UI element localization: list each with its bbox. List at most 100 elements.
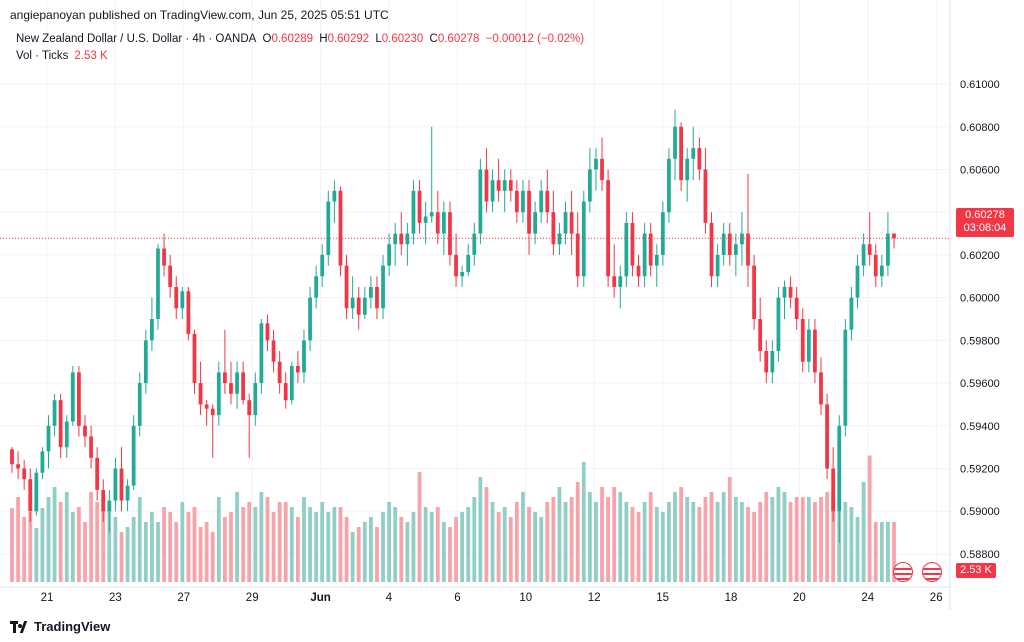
time-tick-label: 18: [725, 592, 738, 604]
candle-body: [356, 297, 361, 315]
volume-bar: [648, 492, 653, 582]
candle-body: [886, 233, 890, 266]
volume-bar: [685, 497, 690, 582]
candle-body: [527, 190, 531, 234]
volume-label[interactable]: Vol · Ticks: [16, 50, 69, 62]
candle-body: [539, 190, 544, 213]
candle-body: [441, 212, 446, 234]
volume-bar: [782, 492, 787, 582]
volume-bar: [819, 497, 823, 582]
volume-bar: [533, 512, 538, 582]
price-tick-label: 0.59600: [960, 378, 1000, 390]
time-tick-label: 4: [386, 592, 393, 604]
change-value: −0.00012 (−0.02%): [485, 33, 585, 45]
volume-bar: [362, 522, 367, 582]
volume-bar: [101, 497, 106, 582]
volume-bar: [137, 497, 142, 582]
volume-bar: [587, 492, 592, 582]
volume-bar: [247, 502, 252, 582]
candle-body: [320, 254, 325, 277]
candle-body: [521, 190, 525, 213]
candle-body: [95, 457, 100, 490]
candle-body: [800, 319, 805, 362]
volume-bar: [594, 502, 598, 582]
candle-body: [806, 329, 811, 362]
candle-body: [460, 272, 465, 277]
volume-bar: [423, 507, 428, 582]
footer-brand[interactable]: TradingView: [10, 619, 110, 634]
us-flag-event-icon[interactable]: [922, 562, 942, 582]
volume-bar: [241, 507, 246, 582]
volume-bar: [861, 482, 866, 582]
candle-body: [326, 201, 331, 255]
candle-body: [435, 212, 440, 234]
candle-body: [64, 421, 69, 448]
candle-body: [533, 212, 538, 234]
us-flag-event-icon[interactable]: [893, 562, 913, 582]
candle-body: [186, 291, 191, 334]
price-tick-label: 0.59800: [960, 335, 1000, 347]
candle-body: [618, 276, 623, 287]
time-axis[interactable]: 21 23 27 29 Jun 4 6 10 12 15 18 20 24 26: [41, 592, 943, 604]
volume-bar: [679, 487, 683, 582]
volume-bar: [308, 507, 312, 582]
candle-body: [375, 286, 379, 309]
volume-bar: [393, 507, 398, 582]
candle-body: [381, 265, 385, 309]
volume-bar: [794, 497, 799, 582]
volume-bar: [660, 512, 665, 582]
symbol-title[interactable]: New Zealand Dollar / U.S. Dollar · 4h · …: [16, 33, 257, 45]
price-tick-label: 0.60800: [960, 122, 1000, 134]
last-price-value: 0.60278: [965, 209, 1005, 221]
volume-bar: [326, 512, 331, 582]
volume-bar: [825, 492, 829, 582]
candle-body: [733, 244, 738, 255]
candle-body: [58, 400, 63, 448]
candle-body: [192, 333, 197, 384]
volume-bar: [454, 517, 458, 582]
candle-body: [575, 233, 580, 277]
candle-body: [612, 276, 617, 287]
candle-body: [581, 201, 586, 277]
volume-bar: [539, 517, 544, 582]
volume-bar: [180, 502, 185, 582]
candle-body: [624, 222, 629, 277]
candle-body: [143, 340, 148, 384]
volume-bar: [441, 522, 446, 582]
candle-body: [606, 180, 610, 277]
candle-body: [594, 158, 598, 170]
volume-bar: [721, 492, 726, 582]
candle-body: [770, 351, 775, 373]
candle-body: [454, 254, 458, 277]
volume-bar: [119, 532, 124, 582]
candle-body: [849, 297, 854, 330]
volume-bar: [125, 527, 130, 582]
price-axis[interactable]: 0.610000.608000.606000.604000.602000.600…: [960, 79, 1000, 561]
candle-body: [229, 383, 233, 394]
candle-body: [52, 400, 57, 426]
volume-bar: [600, 487, 604, 582]
candle-body: [843, 329, 848, 426]
candle-body: [283, 383, 288, 401]
volume-bar: [806, 497, 811, 582]
volume-bar: [758, 502, 763, 582]
volume-bar: [551, 497, 556, 582]
candle-body: [764, 351, 769, 373]
volume-bar: [575, 482, 580, 582]
candle-body: [241, 372, 246, 401]
candle-body: [174, 286, 179, 309]
volume-bar: [156, 522, 160, 582]
candle-body: [691, 148, 696, 159]
volume-bar: [715, 502, 720, 582]
candle-body: [508, 180, 513, 191]
volume-bar: [356, 527, 361, 582]
volume-bar: [46, 497, 51, 582]
volume-bar: [235, 492, 239, 582]
volume-bar: [709, 492, 714, 582]
candle-body: [776, 297, 781, 352]
candle-body: [314, 276, 319, 298]
volume-bar: [10, 508, 14, 582]
price-tick-label: 0.58800: [960, 549, 1000, 561]
volume-bar: [563, 502, 568, 582]
